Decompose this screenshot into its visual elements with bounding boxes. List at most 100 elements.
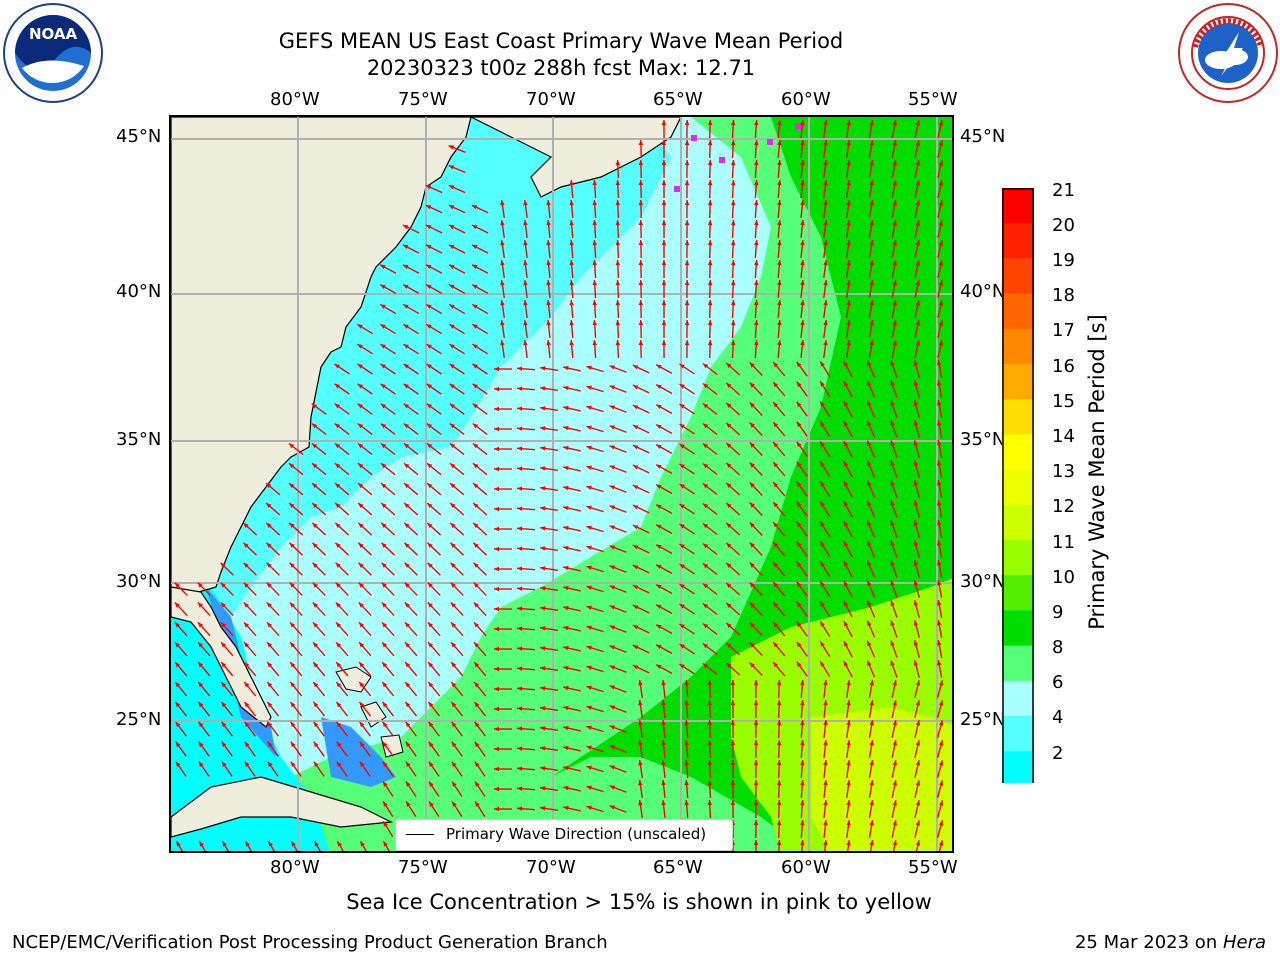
colorbar-swatch	[1002, 540, 1034, 576]
wave-direction-arrow	[684, 739, 689, 759]
wave-direction-arrow	[800, 199, 805, 219]
wave-direction-arrow	[800, 159, 805, 179]
wave-direction-arrow	[749, 662, 763, 676]
wave-direction-arrow	[777, 159, 782, 179]
wave-direction-arrow	[403, 482, 419, 496]
wave-direction-arrow	[516, 686, 536, 691]
wave-direction-arrow	[754, 319, 759, 339]
wave-direction-arrow	[539, 726, 559, 732]
wave-direction-arrow	[267, 761, 279, 777]
wave-direction-arrow	[609, 505, 627, 513]
wave-direction-arrow	[336, 741, 348, 757]
wave-direction-arrow	[891, 780, 898, 798]
wave-direction-arrow	[796, 441, 808, 457]
colorbar-swatch	[1002, 223, 1034, 259]
wave-direction-arrow	[615, 339, 621, 359]
wave-direction-arrow	[868, 280, 874, 298]
wave-direction-arrow	[356, 323, 374, 335]
wave-direction-arrow	[632, 424, 650, 434]
wave-direction-arrow	[937, 420, 943, 438]
wave-direction-arrow	[914, 760, 921, 778]
wave-direction-arrow	[632, 384, 650, 394]
wave-direction-arrow	[609, 665, 627, 673]
lat-tick-left: 40°N	[116, 281, 162, 302]
wave-direction-arrow	[707, 339, 713, 359]
wave-direction-arrow	[819, 640, 831, 658]
wave-direction-arrow	[539, 706, 559, 712]
wave-direction-arrow	[290, 840, 298, 851]
wave-direction-arrow	[846, 679, 851, 699]
wave-direction-arrow	[451, 781, 463, 797]
wave-direction-arrow	[819, 660, 831, 678]
wave-direction-arrow	[753, 819, 759, 839]
wave-direction-arrow	[539, 506, 559, 512]
wave-direction-arrow	[730, 339, 736, 359]
wave-direction-arrow	[655, 423, 673, 435]
wave-direction-arrow	[702, 562, 718, 576]
wave-direction-arrow	[357, 343, 373, 355]
wave-direction-arrow	[890, 420, 898, 438]
wave-direction-arrow	[493, 726, 513, 732]
wave-direction-arrow	[914, 320, 921, 338]
wave-direction-arrow	[290, 761, 302, 777]
wave-direction-arrow	[891, 160, 897, 178]
wave-direction-arrow	[823, 259, 828, 279]
wave-direction-arrow	[936, 720, 944, 738]
wave-direction-arrow	[772, 361, 786, 377]
wave-direction-arrow	[866, 620, 876, 638]
wave-direction-arrow	[866, 360, 876, 378]
wave-direction-arrow	[312, 661, 326, 677]
wave-direction-arrow	[472, 442, 488, 456]
colorbar-swatch	[1002, 258, 1034, 295]
wave-direction-arrow	[702, 402, 718, 416]
wave-direction-arrow	[313, 761, 325, 777]
wave-direction-arrow	[819, 520, 831, 538]
lat-tick-right: 25°N	[960, 709, 1006, 730]
wave-direction-arrow	[730, 799, 736, 819]
wave-direction-arrow	[539, 566, 559, 572]
wave-direction-arrow	[638, 779, 644, 799]
wave-direction-arrow	[244, 840, 252, 851]
wave-direction-arrow	[843, 540, 853, 558]
wave-direction-arrow	[914, 680, 921, 698]
wave-direction-arrow	[382, 801, 394, 817]
wave-direction-arrow	[449, 462, 465, 476]
wave-direction-arrow	[539, 786, 559, 792]
wave-direction-arrow	[289, 701, 303, 717]
wave-direction-arrow	[382, 840, 390, 851]
wave-direction-arrow	[913, 480, 921, 498]
wave-direction-arrow	[730, 179, 736, 199]
lon-tick-bottom: 70°W	[526, 857, 576, 878]
wave-direction-arrow	[474, 721, 486, 737]
wave-direction-arrow	[772, 401, 786, 417]
wave-direction-arrow	[539, 626, 559, 632]
wave-direction-arrow	[266, 621, 280, 637]
wave-direction-arrow	[776, 719, 782, 739]
wave-direction-arrow	[289, 641, 303, 657]
wave-direction-arrow	[516, 366, 536, 371]
wave-direction-arrow	[707, 799, 713, 819]
wave-direction-arrow	[913, 440, 921, 458]
wave-direction-arrow	[243, 601, 257, 617]
wave-direction-arrow	[730, 259, 736, 279]
wave-direction-arrow	[426, 502, 442, 516]
wave-direction-arrow	[359, 721, 371, 737]
wave-direction-arrow	[846, 779, 851, 799]
wave-direction-arrow	[800, 319, 805, 339]
wave-direction-arrow	[632, 604, 650, 614]
noaa-logo-text: NOAA	[29, 25, 78, 43]
wave-direction-arrow	[702, 422, 718, 436]
wave-direction-arrow	[244, 721, 256, 737]
lon-tick-bottom: 60°W	[781, 857, 831, 878]
wave-direction-arrow	[707, 779, 713, 799]
wave-direction-arrow	[868, 700, 874, 718]
wave-direction-arrow	[586, 465, 604, 473]
sea-ice-cell	[767, 139, 773, 145]
lon-tick-top: 55°W	[908, 89, 958, 110]
wave-direction-arrow	[866, 500, 876, 518]
wave-direction-arrow	[500, 219, 506, 239]
wave-direction-arrow	[311, 502, 327, 516]
colorbar-tick: 13	[1052, 461, 1075, 482]
wave-direction-arrow	[937, 620, 943, 638]
wave-direction-arrow	[725, 402, 741, 416]
